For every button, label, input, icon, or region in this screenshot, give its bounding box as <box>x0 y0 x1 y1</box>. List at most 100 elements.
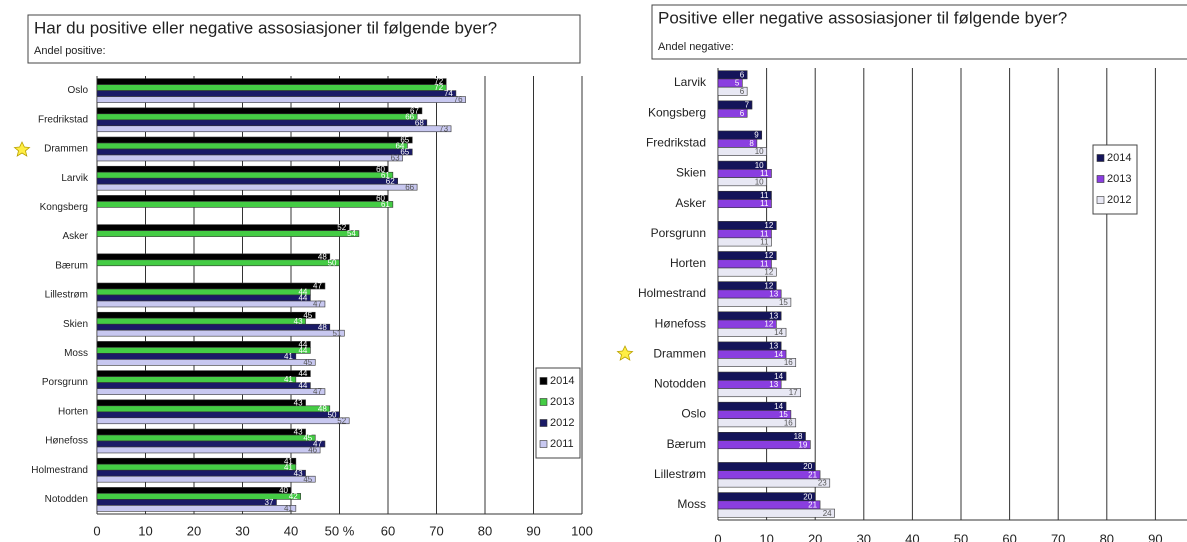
y-tick-label: Lillestrøm <box>45 290 88 301</box>
bar <box>96 125 452 133</box>
bar <box>717 440 811 450</box>
bar <box>96 282 326 290</box>
x-tick-label: 30 <box>235 523 249 538</box>
value-label: 65 <box>400 136 409 145</box>
value-label: 74 <box>444 89 453 98</box>
bar <box>717 327 787 337</box>
value-label: 66 <box>405 183 414 192</box>
bar <box>717 492 816 502</box>
bar <box>96 323 331 331</box>
y-tick-label: Drammen <box>44 144 88 155</box>
value-label: 21 <box>808 470 817 479</box>
bar <box>96 84 447 91</box>
bar <box>96 171 394 179</box>
y-tick-label: Porsgrunn <box>651 226 706 240</box>
value-label: 61 <box>381 171 390 180</box>
bar <box>96 434 316 442</box>
value-label: 47 <box>313 440 322 449</box>
x-tick-label: 10 <box>138 523 152 538</box>
legend-label: 2014 <box>1107 152 1131 164</box>
y-tick-label: Fredrikstad <box>646 136 706 150</box>
value-label: 44 <box>298 294 307 303</box>
x-tick-label: 30 <box>857 531 871 542</box>
value-label: 13 <box>769 380 778 389</box>
bar <box>717 358 797 367</box>
chart-title: Positive eller negative assosiasjoner ti… <box>658 8 1067 27</box>
y-tick-label: Horten <box>670 256 706 270</box>
x-tick-label: 50 <box>954 531 968 542</box>
value-label: 13 <box>769 290 778 299</box>
value-label: 44 <box>298 288 307 297</box>
bar <box>96 399 306 407</box>
bar <box>96 382 311 389</box>
value-label: 44 <box>298 369 307 378</box>
value-label: 65 <box>400 148 409 157</box>
y-tick-label: Bærum <box>55 260 88 271</box>
bar <box>96 294 311 302</box>
bar <box>717 147 767 156</box>
value-label: 24 <box>823 509 832 518</box>
value-label: 23 <box>818 479 827 488</box>
x-tick-label: 70 <box>1051 531 1065 542</box>
y-tick-label: Skien <box>676 166 706 180</box>
value-label: 20 <box>803 492 812 501</box>
bar <box>96 107 423 115</box>
value-label: 45 <box>303 311 312 320</box>
value-label: 45 <box>303 434 312 443</box>
bar <box>717 388 801 398</box>
value-label: 11 <box>760 238 769 247</box>
bar <box>96 317 306 325</box>
y-tick-label: Holmestrand <box>31 465 88 476</box>
bar <box>717 500 821 510</box>
stars <box>13 141 634 361</box>
bar <box>96 405 331 413</box>
bar <box>717 267 777 277</box>
bar <box>96 148 413 156</box>
bar <box>96 165 389 173</box>
value-label: 72 <box>434 83 443 92</box>
value-label: 10 <box>755 177 764 186</box>
bar <box>96 505 297 512</box>
bar <box>96 195 389 202</box>
value-label: 12 <box>764 320 773 329</box>
value-label: 14 <box>774 350 783 359</box>
value-label: 50 <box>328 410 337 419</box>
value-label: 18 <box>794 432 803 441</box>
value-label: 64 <box>395 142 404 151</box>
bar <box>96 463 297 471</box>
value-label: 60 <box>376 165 385 174</box>
y-tick-label: Skien <box>63 319 88 330</box>
value-label: 62 <box>386 177 395 186</box>
value-label: 11 <box>760 259 769 268</box>
legend-label: 2014 <box>550 375 574 387</box>
legend-label: 2012 <box>1107 194 1131 206</box>
legend-swatch <box>539 398 548 406</box>
value-label: 47 <box>313 387 322 396</box>
bar <box>96 142 408 150</box>
x-tick-label: 80 <box>478 523 492 538</box>
legend-swatch <box>539 377 548 385</box>
x-tick-label: 100 <box>571 523 593 538</box>
bar <box>96 457 297 465</box>
value-label: 41 <box>284 463 293 472</box>
bar <box>96 300 326 308</box>
y-tick-label: Moss <box>677 497 706 511</box>
bar <box>96 288 311 296</box>
y-tick-label: Drammen <box>653 346 706 360</box>
y-tick-label: Bærum <box>667 437 706 451</box>
y-tick-label: Larvik <box>61 173 89 184</box>
y-tick-label: Fredrikstad <box>38 114 88 125</box>
bar <box>96 78 447 85</box>
y-tick-label: Porsgrunn <box>42 377 88 388</box>
value-label: 11 <box>760 169 769 178</box>
chart-subtitle: Andel positive: <box>34 45 106 57</box>
bar <box>717 418 797 428</box>
value-label: 21 <box>808 501 817 510</box>
value-label: 17 <box>789 388 798 397</box>
value-label: 72 <box>434 77 443 86</box>
value-label: 50 <box>328 258 337 267</box>
y-tick-label: Notodden <box>654 377 706 391</box>
bar <box>717 297 792 307</box>
value-label: 48 <box>318 323 327 332</box>
bar <box>96 224 350 231</box>
